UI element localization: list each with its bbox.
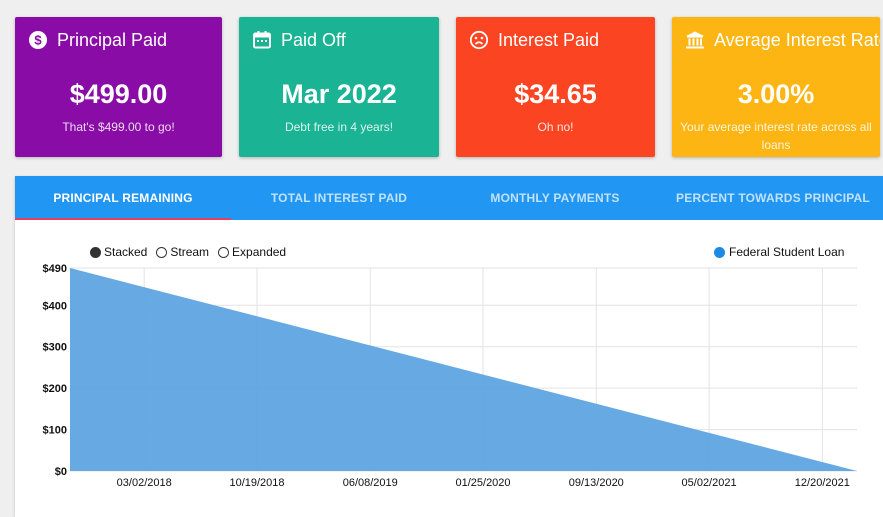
calendar-icon [251,29,273,51]
card-subtitle: Debt free in 4 years! [284,120,394,134]
card-subtitle: That's $499.00 to go! [62,120,175,134]
radio-empty-icon [218,246,230,258]
chart-tabs: PRINCIPAL REMAINING TOTAL INTEREST PAID … [15,176,883,220]
stream-option[interactable]: Stream [156,245,209,259]
tab-total-interest-paid[interactable]: TOTAL INTEREST PAID [270,191,408,205]
card-header: Average Interest Rate [684,29,880,51]
card-title: Paid Off [281,29,346,50]
chart-mode-controls: Stacked Stream Expanded [90,245,295,259]
sad-face-icon [468,29,490,51]
radio-empty-icon [156,246,168,258]
radio-filled-icon [90,246,101,258]
principal-paid-card: $ Principal Paid $499.00 That's $499.00 … [15,17,222,157]
average-interest-rate-card: Average Interest Rate 3.00% Your average… [672,17,880,157]
stacked-option[interactable]: Stacked [90,245,147,259]
tab-percent-towards-principal[interactable]: PERCENT TOWARDS PRINCIPAL [676,191,870,205]
card-header: Paid Off [251,29,346,51]
card-value: 3.00% [737,79,815,109]
bank-icon [684,29,706,51]
card-subtitle: Your average interest rate across all lo… [680,120,872,152]
option-label: Stream [170,245,210,259]
expanded-option[interactable]: Expanded [218,245,286,259]
legend-item-federal-student-loan[interactable]: Federal Student Loan [714,245,844,259]
svg-text:$: $ [34,33,42,48]
card-title: Average Interest Rate [714,29,880,50]
option-label: Stacked [104,245,148,259]
tab-monthly-payments[interactable]: MONTHLY PAYMENTS [490,191,620,205]
summary-cards: $ Principal Paid $499.00 That's $499.00 … [0,0,883,170]
card-value: $34.65 [514,79,597,109]
card-header: Interest Paid [468,29,599,51]
card-title: Principal Paid [57,29,168,50]
card-value: Mar 2022 [281,79,397,109]
chart-panel: PRINCIPAL REMAINING TOTAL INTEREST PAID … [15,176,883,517]
dollar-circle-icon: $ [27,29,49,51]
interest-paid-card: Interest Paid $34.65 Oh no! [456,17,655,157]
card-title: Interest Paid [498,29,600,50]
series-color-dot-icon [714,246,725,258]
option-label: Expanded [232,245,287,259]
card-value: $499.00 [69,79,168,109]
chart-legend: Federal Student Loan [714,245,853,259]
card-subtitle: Oh no! [537,120,574,134]
tab-principal-remaining[interactable]: PRINCIPAL REMAINING [15,176,231,220]
card-header: $ Principal Paid [27,29,167,51]
legend-label: Federal Student Loan [729,245,845,259]
paid-off-card: Paid Off Mar 2022 Debt free in 4 years! [239,17,439,157]
